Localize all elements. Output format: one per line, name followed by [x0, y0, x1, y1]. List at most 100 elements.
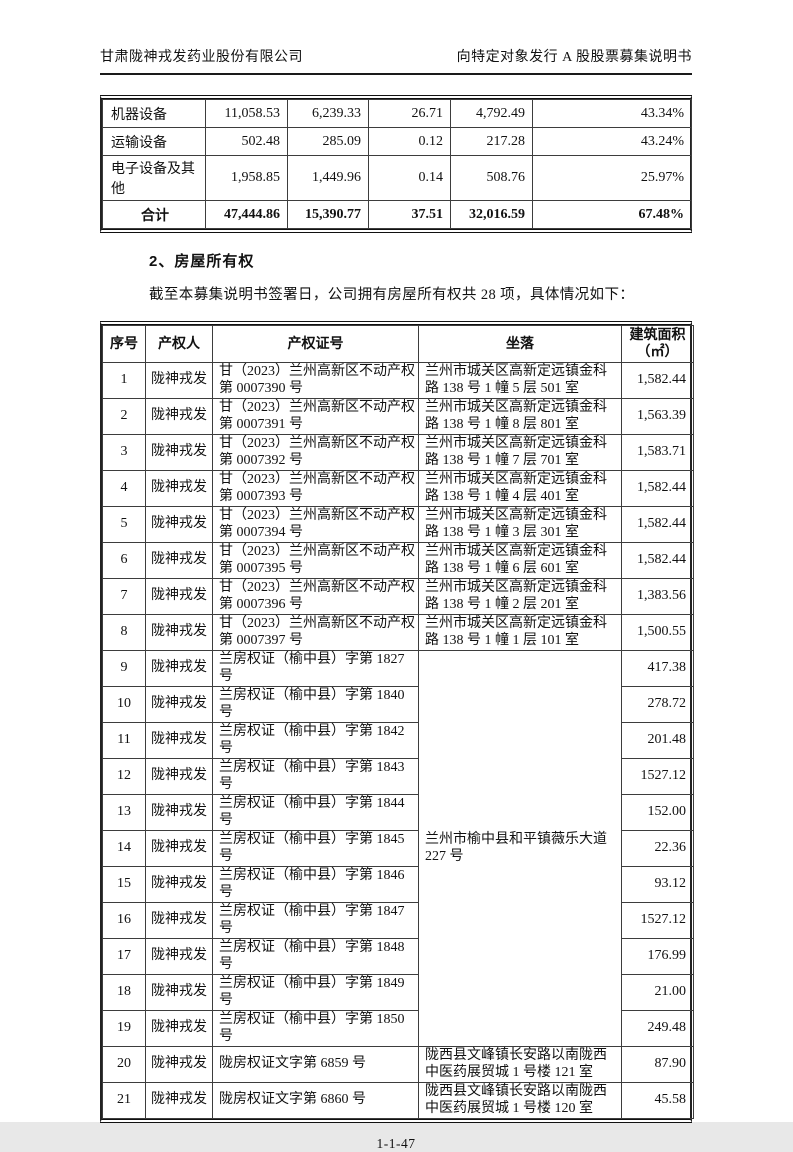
cell-value: 67.48%: [532, 200, 692, 229]
area-header-line1: 建筑面积: [629, 328, 686, 343]
table-row: 18 陇神戎发 兰房权证（榆中县）字第 1849 号 21.00: [102, 974, 694, 1011]
cell-value: 25.97%: [532, 155, 692, 201]
cell-cert: 甘（2023）兰州高新区不动产权第 0007390 号: [212, 362, 419, 399]
cell-cert: 兰房权证（榆中县）字第 1827 号: [212, 650, 419, 687]
cell-location: 兰州市城关区高新定远镇金科路 138 号 1 幢 6 层 601 室: [418, 542, 622, 579]
cell-area: 1,582.44: [621, 362, 694, 399]
cell-seq: 10: [102, 686, 146, 723]
cell-seq: 1: [102, 362, 146, 399]
table-row: 机器设备 11,058.53 6,239.33 26.71 4,792.49 4…: [102, 99, 692, 128]
cell-value: 47,444.86: [205, 200, 288, 229]
cell-owner: 陇神戎发: [145, 866, 213, 903]
property-rights-table: 序号 产权人 产权证号 坐落 建筑面积 （㎡） 1 陇神戎发 甘（2023）兰州高…: [100, 321, 694, 1123]
cell-seq: 17: [102, 938, 146, 975]
table-row: 7 陇神戎发 甘（2023）兰州高新区不动产权第 0007396 号 兰州市城关…: [102, 578, 694, 615]
cell-owner: 陇神戎发: [145, 722, 213, 759]
cell-value: 1,449.96: [287, 155, 369, 201]
cell-area: 152.00: [621, 794, 694, 831]
cell-asset-label: 运输设备: [102, 127, 206, 156]
cell-value: 37.51: [368, 200, 451, 229]
cell-area: 176.99: [621, 938, 694, 975]
col-header-owner: 产权人: [145, 325, 213, 363]
cell-seq: 4: [102, 470, 146, 507]
cell-value: 11,058.53: [205, 99, 288, 128]
cell-owner: 陇神戎发: [145, 398, 213, 435]
cell-location: 兰州市城关区高新定远镇金科路 138 号 1 幢 3 层 301 室: [418, 506, 622, 543]
cell-seq: 5: [102, 506, 146, 543]
cell-value: 1,958.85: [205, 155, 288, 201]
cell-location: 兰州市城关区高新定远镇金科路 138 号 1 幢 8 层 801 室: [418, 398, 622, 435]
cell-area: 45.58: [621, 1082, 694, 1119]
cell-seq: 14: [102, 830, 146, 867]
col-header-area: 建筑面积 （㎡）: [621, 325, 694, 363]
cell-cert: 甘（2023）兰州高新区不动产权第 0007392 号: [212, 434, 419, 471]
cell-seq: 11: [102, 722, 146, 759]
cell-cert: 甘（2023）兰州高新区不动产权第 0007391 号: [212, 398, 419, 435]
cell-owner: 陇神戎发: [145, 974, 213, 1011]
table-row: 15 陇神戎发 兰房权证（榆中县）字第 1846 号 93.12: [102, 866, 694, 903]
cell-area: 1,383.56: [621, 578, 694, 615]
cell-owner: 陇神戎发: [145, 686, 213, 723]
table-row: 9 陇神戎发 兰房权证（榆中县）字第 1827 号 兰州市榆中县和平镇薇乐大道 …: [102, 650, 694, 1047]
cell-seq: 15: [102, 866, 146, 903]
cell-value: 508.76: [450, 155, 533, 201]
table-row: 20 陇神戎发 陇房权证文字第 6859 号 陇西县文峰镇长安路以南陇西中医药展…: [102, 1046, 694, 1083]
cell-area: 1,582.44: [621, 542, 694, 579]
table-row: 4 陇神戎发 甘（2023）兰州高新区不动产权第 0007393 号 兰州市城关…: [102, 470, 694, 507]
cell-value: 4,792.49: [450, 99, 533, 128]
cell-seq: 7: [102, 578, 146, 615]
cell-value: 43.34%: [532, 99, 692, 128]
cell-owner: 陇神戎发: [145, 614, 213, 651]
running-header: 甘肃陇神戎发药业股份有限公司 向特定对象发行 A 股股票募集说明书: [100, 46, 692, 75]
table-row: 运输设备 502.48 285.09 0.12 217.28 43.24%: [102, 127, 692, 156]
table-row: 17 陇神戎发 兰房权证（榆中县）字第 1848 号 176.99: [102, 938, 694, 975]
table-row: 电子设备及其他 1,958.85 1,449.96 0.14 508.76 25…: [102, 155, 692, 201]
intro-paragraph: 截至本募集说明书签署日，公司拥有房屋所有权共 28 项，具体情况如下：: [149, 287, 635, 303]
cell-seq: 12: [102, 758, 146, 795]
cell-seq: 13: [102, 794, 146, 831]
header-document-title: 向特定对象发行 A 股股票募集说明书: [456, 50, 692, 65]
col-header-seq: 序号: [102, 325, 146, 363]
cell-location-merged: 兰州市榆中县和平镇薇乐大道 227 号: [418, 650, 622, 1047]
cell-owner: 陇神戎发: [145, 938, 213, 975]
table-row: 6 陇神戎发 甘（2023）兰州高新区不动产权第 0007395 号 兰州市城关…: [102, 542, 694, 579]
cell-area: 201.48: [621, 722, 694, 759]
table-row: 2 陇神戎发 甘（2023）兰州高新区不动产权第 0007391 号 兰州市城关…: [102, 398, 694, 435]
cell-cert: 兰房权证（榆中县）字第 1848 号: [212, 938, 419, 975]
cell-cert: 兰房权证（榆中县）字第 1847 号: [212, 902, 419, 939]
cell-location: 陇西县文峰镇长安路以南陇西中医药展贸城 1 号楼 121 室: [418, 1046, 622, 1083]
cell-asset-label: 合计: [102, 200, 206, 229]
cell-value: 43.24%: [532, 127, 692, 156]
cell-owner: 陇神戎发: [145, 1046, 213, 1083]
page-number: 1-1-47: [376, 1136, 416, 1151]
cell-area: 1,583.71: [621, 434, 694, 471]
cell-owner: 陇神戎发: [145, 758, 213, 795]
cell-value: 217.28: [450, 127, 533, 156]
fixed-assets-table: 机器设备 11,058.53 6,239.33 26.71 4,792.49 4…: [100, 95, 692, 233]
table-row: 3 陇神戎发 甘（2023）兰州高新区不动产权第 0007392 号 兰州市城关…: [102, 434, 694, 471]
cell-owner: 陇神戎发: [145, 578, 213, 615]
cell-owner: 陇神戎发: [145, 902, 213, 939]
cell-seq: 21: [102, 1082, 146, 1119]
cell-seq: 2: [102, 398, 146, 435]
cell-cert: 甘（2023）兰州高新区不动产权第 0007393 号: [212, 470, 419, 507]
table-row: 21 陇神戎发 陇房权证文字第 6860 号 陇西县文峰镇长安路以南陇西中医药展…: [102, 1082, 694, 1119]
cell-area: 21.00: [621, 974, 694, 1011]
cell-value: 0.14: [368, 155, 451, 201]
cell-value: 0.12: [368, 127, 451, 156]
cell-owner: 陇神戎发: [145, 506, 213, 543]
cell-seq: 8: [102, 614, 146, 651]
cell-cert: 甘（2023）兰州高新区不动产权第 0007395 号: [212, 542, 419, 579]
table-row: 1 陇神戎发 甘（2023）兰州高新区不动产权第 0007390 号 兰州市城关…: [102, 362, 694, 399]
cell-area: 1527.12: [621, 902, 694, 939]
cell-area: 1,582.44: [621, 470, 694, 507]
cell-asset-label: 电子设备及其他: [102, 155, 206, 201]
cell-location: 兰州市城关区高新定远镇金科路 138 号 1 幢 2 层 201 室: [418, 578, 622, 615]
cell-area: 87.90: [621, 1046, 694, 1083]
cell-owner: 陇神戎发: [145, 470, 213, 507]
cell-value: 502.48: [205, 127, 288, 156]
cell-owner: 陇神戎发: [145, 362, 213, 399]
cell-area: 1527.12: [621, 758, 694, 795]
cell-owner: 陇神戎发: [145, 434, 213, 471]
